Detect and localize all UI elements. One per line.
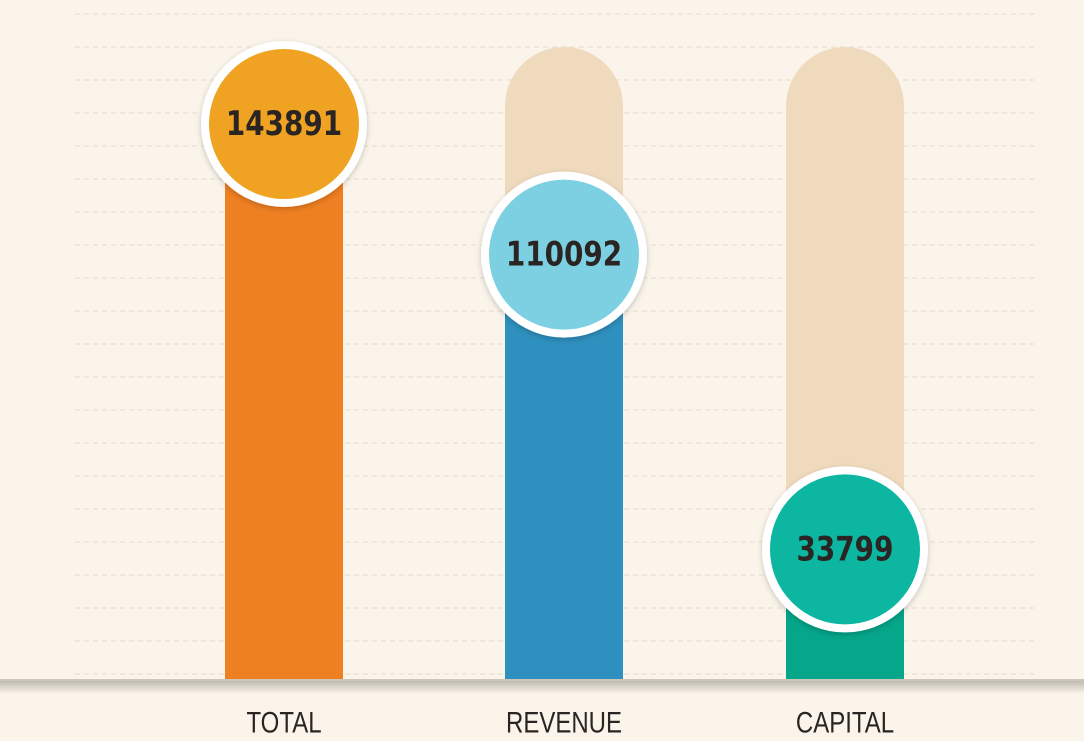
- category-label: CAPITAL: [796, 705, 894, 739]
- bar: [225, 124, 343, 680]
- baseline-shadow: [0, 680, 1084, 694]
- value-label: 110092: [506, 235, 622, 274]
- plot: 143891 TOTAL 110092 REVENUE 33799 CAPITAL: [201, 41, 928, 739]
- value-badge: [481, 171, 647, 338]
- value-label: 33799: [797, 530, 894, 569]
- value-label: 143891: [226, 104, 342, 143]
- value-badge: [201, 41, 367, 207]
- category-label: REVENUE: [506, 705, 622, 739]
- value-badge: [762, 466, 928, 633]
- category-label: TOTAL: [246, 705, 321, 739]
